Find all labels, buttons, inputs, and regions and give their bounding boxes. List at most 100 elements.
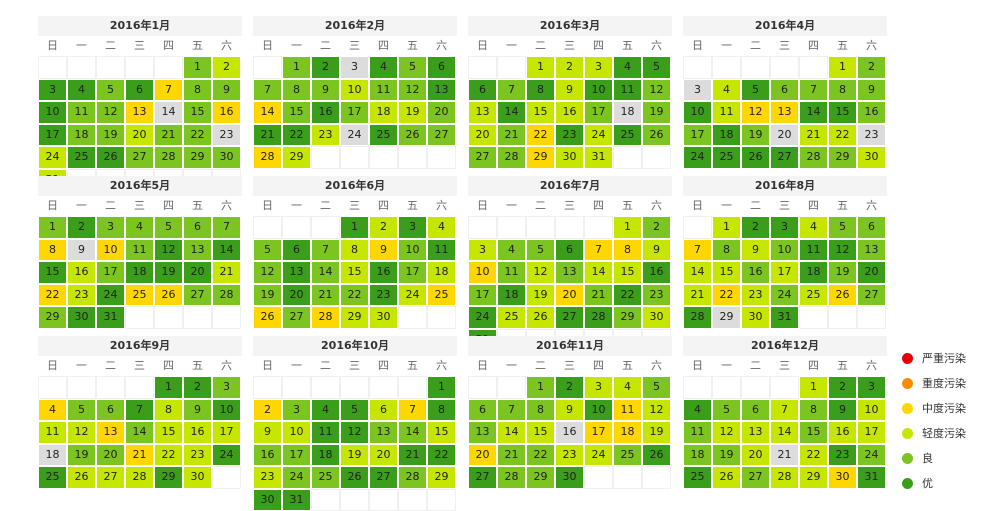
day-cell[interactable]: 31: [770, 306, 799, 329]
day-cell[interactable]: 8: [427, 399, 456, 422]
day-cell[interactable]: 21: [584, 284, 613, 307]
day-cell[interactable]: 22: [526, 124, 555, 147]
day-cell[interactable]: 26: [253, 306, 282, 329]
day-cell[interactable]: 17: [468, 284, 497, 307]
day-cell[interactable]: 20: [96, 444, 125, 467]
day-cell[interactable]: 22: [38, 284, 67, 307]
day-cell[interactable]: 30: [828, 466, 857, 489]
day-cell[interactable]: 27: [741, 466, 770, 489]
day-cell[interactable]: 27: [183, 284, 212, 307]
day-cell[interactable]: 24: [212, 444, 241, 467]
day-cell[interactable]: 14: [311, 261, 340, 284]
day-cell[interactable]: 4: [38, 399, 67, 422]
day-cell[interactable]: 25: [497, 306, 526, 329]
day-cell[interactable]: 6: [183, 216, 212, 239]
day-cell[interactable]: 31: [857, 466, 886, 489]
day-cell[interactable]: 30: [183, 466, 212, 489]
day-cell[interactable]: 11: [369, 79, 398, 102]
day-cell[interactable]: 22: [712, 284, 741, 307]
day-cell[interactable]: 19: [741, 124, 770, 147]
day-cell[interactable]: 25: [799, 284, 828, 307]
day-cell[interactable]: 9: [67, 239, 96, 262]
day-cell[interactable]: 23: [253, 466, 282, 489]
day-cell[interactable]: 13: [555, 261, 584, 284]
day-cell[interactable]: 3: [212, 376, 241, 399]
day-cell[interactable]: 15: [526, 421, 555, 444]
day-cell[interactable]: 19: [712, 444, 741, 467]
day-cell[interactable]: 14: [398, 421, 427, 444]
day-cell[interactable]: 5: [642, 56, 671, 79]
day-cell[interactable]: 7: [683, 239, 712, 262]
day-cell[interactable]: 2: [741, 216, 770, 239]
day-cell[interactable]: 31: [584, 146, 613, 169]
day-cell[interactable]: 19: [526, 284, 555, 307]
day-cell[interactable]: 22: [828, 124, 857, 147]
day-cell[interactable]: 21: [770, 444, 799, 467]
day-cell[interactable]: 21: [799, 124, 828, 147]
day-cell[interactable]: 11: [613, 399, 642, 422]
day-cell[interactable]: 17: [282, 444, 311, 467]
day-cell[interactable]: 10: [468, 261, 497, 284]
day-cell[interactable]: 29: [282, 146, 311, 169]
day-cell[interactable]: 7: [154, 79, 183, 102]
day-cell[interactable]: 8: [282, 79, 311, 102]
day-cell[interactable]: 8: [154, 399, 183, 422]
day-cell[interactable]: 3: [96, 216, 125, 239]
day-cell[interactable]: 21: [497, 444, 526, 467]
day-cell[interactable]: 3: [398, 216, 427, 239]
day-cell[interactable]: 1: [712, 216, 741, 239]
day-cell[interactable]: 9: [741, 239, 770, 262]
day-cell[interactable]: 17: [398, 261, 427, 284]
day-cell[interactable]: 21: [154, 124, 183, 147]
day-cell[interactable]: 19: [828, 261, 857, 284]
day-cell[interactable]: 5: [526, 239, 555, 262]
day-cell[interactable]: 10: [340, 79, 369, 102]
day-cell[interactable]: 27: [282, 306, 311, 329]
day-cell[interactable]: 23: [369, 284, 398, 307]
legend-item[interactable]: 严重污染: [902, 346, 966, 371]
day-cell[interactable]: 4: [67, 79, 96, 102]
day-cell[interactable]: 7: [497, 399, 526, 422]
day-cell[interactable]: 4: [427, 216, 456, 239]
day-cell[interactable]: 7: [770, 399, 799, 422]
day-cell[interactable]: 21: [683, 284, 712, 307]
day-cell[interactable]: 17: [683, 124, 712, 147]
day-cell[interactable]: 12: [712, 421, 741, 444]
day-cell[interactable]: 19: [154, 261, 183, 284]
day-cell[interactable]: 8: [828, 79, 857, 102]
day-cell[interactable]: 30: [555, 146, 584, 169]
day-cell[interactable]: 19: [67, 444, 96, 467]
day-cell[interactable]: 3: [340, 56, 369, 79]
day-cell[interactable]: 18: [712, 124, 741, 147]
day-cell[interactable]: 18: [369, 101, 398, 124]
day-cell[interactable]: 20: [741, 444, 770, 467]
day-cell[interactable]: 15: [340, 261, 369, 284]
day-cell[interactable]: 24: [584, 124, 613, 147]
day-cell[interactable]: 16: [311, 101, 340, 124]
day-cell[interactable]: 12: [398, 79, 427, 102]
day-cell[interactable]: 3: [282, 399, 311, 422]
day-cell[interactable]: 10: [212, 399, 241, 422]
day-cell[interactable]: 20: [770, 124, 799, 147]
day-cell[interactable]: 6: [125, 79, 154, 102]
legend-item[interactable]: 优: [902, 471, 966, 496]
day-cell[interactable]: 29: [828, 146, 857, 169]
day-cell[interactable]: 28: [770, 466, 799, 489]
day-cell[interactable]: 2: [67, 216, 96, 239]
day-cell[interactable]: 18: [67, 124, 96, 147]
day-cell[interactable]: 20: [183, 261, 212, 284]
day-cell[interactable]: 24: [857, 444, 886, 467]
day-cell[interactable]: 29: [183, 146, 212, 169]
day-cell[interactable]: 8: [526, 79, 555, 102]
day-cell[interactable]: 13: [369, 421, 398, 444]
day-cell[interactable]: 3: [770, 216, 799, 239]
day-cell[interactable]: 13: [741, 421, 770, 444]
day-cell[interactable]: 16: [828, 421, 857, 444]
day-cell[interactable]: 2: [183, 376, 212, 399]
day-cell[interactable]: 11: [38, 421, 67, 444]
day-cell[interactable]: 28: [212, 284, 241, 307]
day-cell[interactable]: 5: [642, 376, 671, 399]
day-cell[interactable]: 1: [526, 56, 555, 79]
day-cell[interactable]: 5: [154, 216, 183, 239]
day-cell[interactable]: 20: [427, 101, 456, 124]
